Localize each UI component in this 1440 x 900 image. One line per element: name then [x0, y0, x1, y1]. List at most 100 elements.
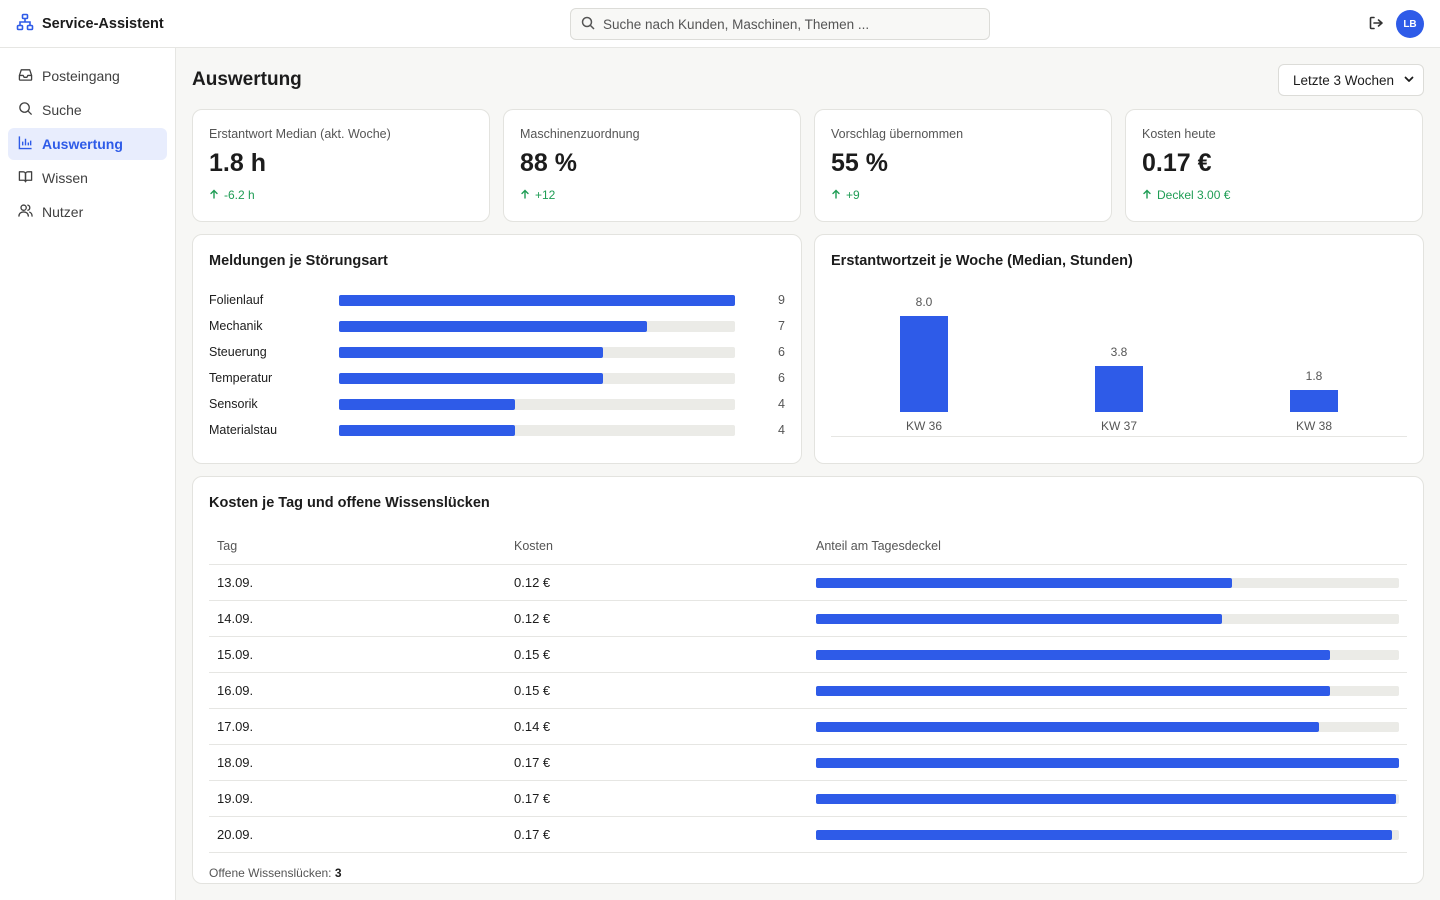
day-cell: 17.09. — [217, 719, 254, 734]
org-chart-icon — [16, 13, 34, 34]
cost-cell: 0.17 € — [514, 755, 551, 770]
share-bar-track — [816, 614, 1399, 624]
bar-value-label: 4 — [778, 397, 785, 411]
kpi-card-first-response: Erstantwort Median (akt. Woche) 1.8 h -6… — [192, 109, 490, 222]
avatar[interactable]: LB — [1396, 10, 1424, 38]
kpi-delta-text: +9 — [846, 188, 860, 202]
bar-value-label: 3.8 — [1110, 345, 1128, 360]
kpi-card-costs-today: Kosten heute 0.17 € Deckel 3.00 € — [1125, 109, 1423, 222]
chart-row: Mechanik 7 — [209, 319, 785, 333]
category-label: Materialstau — [209, 423, 278, 437]
kpi-label: Vorschlag übernommen — [831, 127, 964, 141]
bar-value-label: 6 — [778, 345, 785, 359]
search-icon — [18, 101, 33, 119]
chevron-down-icon — [1403, 73, 1415, 88]
cost-cell: 0.12 € — [514, 611, 551, 626]
brand[interactable]: Service-Assistent — [16, 13, 164, 34]
day-cell: 20.09. — [217, 827, 254, 842]
search-input[interactable] — [603, 16, 973, 32]
arrow-up-icon — [209, 188, 219, 202]
sidebar-item-auswertung[interactable]: Auswertung — [8, 128, 167, 160]
cost-cell: 0.15 € — [514, 647, 551, 662]
day-cell: 13.09. — [217, 575, 254, 590]
bar-track — [339, 295, 735, 306]
bar-chart-icon — [18, 135, 33, 153]
share-bar-track — [816, 758, 1399, 768]
sidebar-item-label: Wissen — [42, 170, 88, 186]
kpi-label: Erstantwort Median (akt. Woche) — [209, 127, 391, 141]
chart-row: Steuerung 6 — [209, 345, 785, 359]
share-bar-track — [816, 794, 1399, 804]
sidebar-item-nutzer[interactable]: Nutzer — [8, 196, 167, 228]
search-box[interactable] — [570, 8, 990, 40]
kpi-delta-text: +12 — [535, 188, 556, 202]
sidebar-item-label: Nutzer — [42, 204, 84, 220]
share-bar — [816, 830, 1392, 840]
category-label: Temperatur — [209, 371, 273, 385]
kpi-delta: +12 — [520, 188, 784, 202]
sidebar-item-posteingang[interactable]: Posteingang — [8, 60, 167, 92]
column-header-cost: Kosten — [514, 539, 553, 553]
bar-track — [339, 347, 735, 358]
kpi-delta: -6.2 h — [209, 188, 473, 202]
cost-cell: 0.14 € — [514, 719, 551, 734]
column-header-share: Anteil am Tagesdeckel — [816, 539, 941, 553]
share-bar — [816, 578, 1232, 588]
sidebar-item-wissen[interactable]: Wissen — [8, 162, 167, 194]
logout-icon — [1368, 15, 1384, 34]
bar-value-label: 6 — [778, 371, 785, 385]
bar-track — [339, 321, 735, 332]
table-row: 16.09. 0.15 € — [209, 672, 1407, 708]
chart-bar — [1290, 390, 1338, 412]
weekly-response-chart-card: Erstantwortzeit je Woche (Median, Stunde… — [814, 234, 1424, 464]
costs-card: Kosten je Tag und offene Wissenslücken T… — [192, 476, 1424, 884]
day-cell: 18.09. — [217, 755, 254, 770]
share-bar — [816, 722, 1319, 732]
range-select[interactable]: Letzte 3 Wochen — [1278, 64, 1424, 96]
kpi-delta-text: -6.2 h — [224, 188, 255, 202]
kpi-delta-text: Deckel 3.00 € — [1157, 188, 1231, 202]
chart-bar — [339, 347, 603, 358]
sidebar-item-label: Posteingang — [42, 68, 120, 84]
cost-cell: 0.17 € — [514, 827, 551, 842]
share-bar — [816, 686, 1330, 696]
cost-cell: 0.12 € — [514, 575, 551, 590]
top-bar: Service-Assistent LB — [0, 0, 1440, 48]
kpi-delta: Deckel 3.00 € — [1142, 188, 1406, 202]
share-bar-track — [816, 830, 1399, 840]
day-cell: 15.09. — [217, 647, 254, 662]
bar-track — [339, 373, 735, 384]
chart-axis-line — [831, 436, 1407, 437]
chart-bar — [900, 316, 948, 412]
table-row: 19.09. 0.17 € — [209, 780, 1407, 816]
share-bar — [816, 794, 1397, 804]
chart-bar — [339, 295, 735, 306]
costs-title: Kosten je Tag und offene Wissenslücken — [209, 495, 490, 511]
logout-button[interactable] — [1366, 14, 1386, 34]
share-bar — [816, 758, 1399, 768]
day-cell: 16.09. — [217, 683, 254, 698]
category-label: Folienlauf — [209, 293, 264, 307]
chart-row: Folienlauf 9 — [209, 293, 785, 307]
chart-bar — [339, 321, 647, 332]
search-icon — [581, 16, 595, 33]
inbox-icon — [18, 67, 33, 85]
kpi-card-suggestion-accepted: Vorschlag übernommen 55 % +9 — [814, 109, 1112, 222]
open-gaps: Offene Wissenslücken: 3 — [209, 866, 342, 880]
chart-row: Sensorik 4 — [209, 397, 785, 411]
bar-track — [339, 399, 735, 410]
sidebar-item-label: Suche — [42, 102, 82, 118]
chart-title: Erstantwortzeit je Woche (Median, Stunde… — [831, 253, 1133, 269]
cost-cell: 0.15 € — [514, 683, 551, 698]
sidebar-item-suche[interactable]: Suche — [8, 94, 167, 126]
kpi-label: Kosten heute — [1142, 127, 1216, 141]
page-title: Auswertung — [192, 69, 302, 90]
kpi-value: 88 % — [520, 149, 577, 177]
chart-bar — [339, 373, 603, 384]
chart-title: Meldungen je Störungsart — [209, 253, 388, 269]
day-cell: 14.09. — [217, 611, 254, 626]
kpi-card-machine-assignment: Maschinenzuordnung 88 % +12 — [503, 109, 801, 222]
book-icon — [18, 169, 33, 187]
app-name: Service-Assistent — [42, 15, 164, 32]
category-label: Steuerung — [209, 345, 267, 359]
